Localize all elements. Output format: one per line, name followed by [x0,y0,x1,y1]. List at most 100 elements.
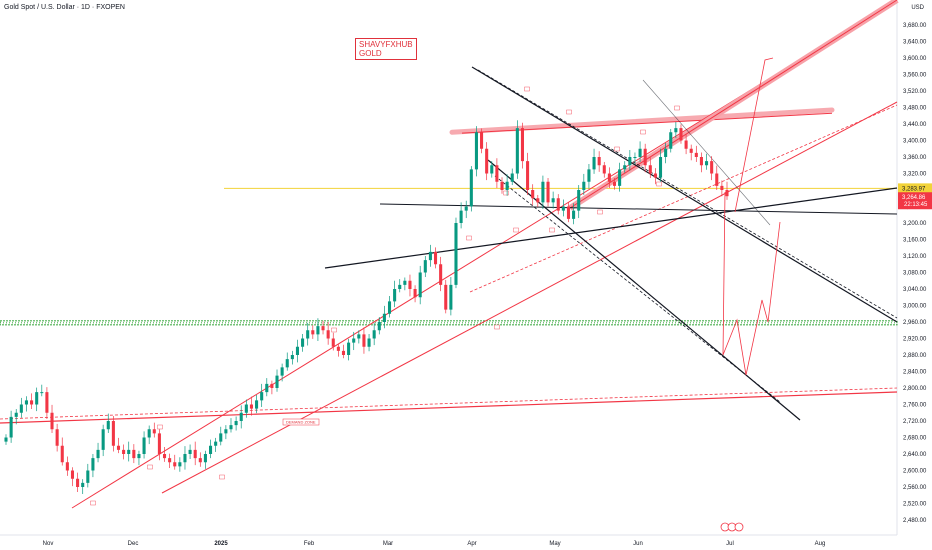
candle-body [306,330,310,339]
price-tick-label: 2,480.00 [903,518,927,524]
candle-body [244,404,248,413]
candle-body [648,165,652,174]
candle-body [623,165,627,170]
candle-body [65,462,69,471]
candle-body [541,181,545,203]
candle-body [203,454,207,463]
candle-body [239,412,243,421]
candle-body [234,421,238,426]
price-tick-label: 2,880.00 [903,353,927,359]
time-tick-label: Dec [128,541,139,547]
candle-body [9,416,13,438]
candle-body [40,392,44,394]
candle-body [577,190,581,211]
price-tick-label: 3,160.00 [903,238,927,244]
candle-body [607,173,611,182]
candle-body [469,169,473,207]
channel-line-core [569,0,898,209]
candle-body [582,181,586,190]
candle-body [664,148,668,157]
pivot-marker [513,227,519,233]
candle-body [35,392,39,405]
time-tick-label: Aug [815,541,826,547]
support-zone-band [0,320,898,326]
time-tick-label: Nov [43,541,54,547]
watermark-box: SHAVYFXHUB GOLD [355,38,417,60]
price-tick-label: 2,920.00 [903,337,927,343]
candle-body [96,449,100,459]
candle-body [495,165,499,182]
candle-body [536,198,540,203]
candle-body [566,206,571,219]
candle-body [127,449,131,454]
candle-body [628,157,632,166]
candle-body [689,148,693,153]
candle-body [265,383,269,393]
candle-body [710,161,714,174]
candle-body [531,190,535,199]
candle-body [382,313,386,322]
trend-line [379,203,898,215]
candle-body [612,181,617,186]
candle-body [669,132,673,149]
candle-body [321,326,325,331]
candle-body [658,157,663,178]
candle-body [4,437,8,442]
time-axis[interactable]: Nov Dec 2025 Feb Mar Apr May Jun Jul Aug [43,541,826,547]
candle-body [444,284,448,310]
candle-body [449,284,453,310]
candle-body [70,470,75,479]
candle-body [587,169,591,182]
time-tick-label: 2025 [214,541,228,547]
candle-body [152,429,156,434]
candle-body [183,454,187,463]
level-price-text: 3,283.97 [902,186,926,192]
price-tick-label: 3,120.00 [903,254,927,260]
demand-zone-label: DEMAND ZONE [286,420,316,425]
candle-body [295,346,300,355]
level-price-badge [898,183,932,194]
candle-body [168,458,172,463]
price-tick-label: 2,600.00 [903,469,927,475]
candle-body [643,148,647,166]
watermark-line2: GOLD [359,49,382,58]
candle-body [403,280,407,285]
pivot-marker [90,500,96,506]
candle-body [290,355,294,360]
candle-body [142,437,146,454]
candle-body [219,433,223,442]
candle-body [618,169,622,186]
candle-body [725,190,729,197]
price-tick-label: 3,680.00 [903,23,927,29]
candle-body [209,445,213,454]
trend-line [477,69,898,319]
candle-body [372,330,376,339]
candle-body [55,429,59,446]
channel-line [161,101,898,494]
candle-body [490,165,494,174]
candle-body [526,161,530,190]
channel-line [0,391,898,424]
candle-body [336,346,340,351]
candle-body [132,449,136,459]
candle-body [260,392,264,401]
pivot-marker [566,109,572,115]
candle-body [178,462,182,467]
time-tick-label: May [549,541,560,547]
candle-body [188,449,192,454]
watermark-line1: SHAVYFXHUB [359,40,413,49]
price-tick-label: 3,520.00 [903,89,927,95]
last-price-badge [898,192,932,210]
candle-body [398,284,402,289]
candle-body [510,173,514,182]
pivot-marker [503,190,509,196]
pivot-marker [219,474,225,480]
time-tick-label: Mar [383,541,393,547]
price-tick-label: 3,320.00 [903,172,927,178]
price-axis[interactable]: 3,680.00 3,640.00 3,600.00 3,560.00 3,520.00… [903,23,927,524]
candle-body [19,404,23,413]
pivot-marker [597,209,603,215]
candle-body [86,470,90,483]
